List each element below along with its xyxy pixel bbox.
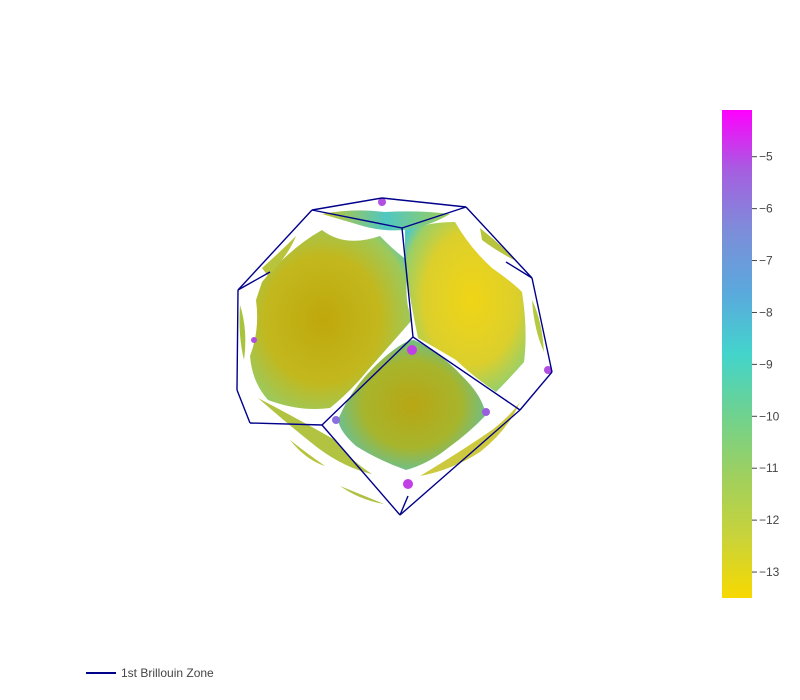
colorbar[interactable]: −5 −6 −7 −8 −9 −10 −11 −12 −13 — [722, 110, 780, 598]
surface-face-left — [250, 230, 412, 409]
legend[interactable]: 1st Brillouin Zone — [86, 666, 214, 680]
bz-edge-15 — [412, 336, 521, 411]
surface-pocket-left-upper — [262, 236, 296, 276]
fermi-surface — [239, 198, 552, 504]
colorbar-tick-label: −13 — [759, 565, 780, 579]
bz-edge-14 — [321, 336, 414, 426]
bz-edge-18 — [399, 495, 409, 516]
surface-spot-lower-right — [482, 408, 490, 416]
colorbar-tick-label: −12 — [759, 513, 780, 527]
surface-spot-bottom — [403, 479, 413, 489]
colorbar-tick-label: −8 — [759, 305, 773, 319]
colorbar-tick-label: −9 — [759, 357, 773, 371]
colorbar-tick-label: −7 — [759, 254, 773, 268]
brillouin-zone-edges — [236, 197, 553, 516]
bz-edge-16 — [237, 271, 271, 291]
bz-edge-3 — [531, 277, 553, 373]
bz-edge-2 — [465, 206, 533, 279]
legend-item[interactable]: 1st Brillouin Zone — [86, 666, 214, 680]
surface-pocket-right-edge — [532, 300, 544, 352]
bz-edge-17 — [505, 261, 533, 279]
legend-label: 1st Brillouin Zone — [121, 666, 214, 680]
bz-edge-1 — [381, 197, 467, 208]
bz-edge-5 — [399, 409, 521, 516]
surface-spot-top — [378, 198, 386, 206]
bz-edge-10 — [237, 209, 313, 291]
colorbar-tick-label: −11 — [759, 461, 779, 475]
surface-pocket-bottom — [340, 486, 384, 504]
colorbar-tick-label: −10 — [759, 409, 780, 423]
surface-spot-lower-left — [332, 416, 340, 424]
surface-spot-center — [407, 345, 417, 355]
bz-edge-8 — [236, 389, 251, 424]
bz-edge-0 — [311, 197, 383, 211]
bz-edge-6 — [321, 424, 401, 516]
bz-edge-4 — [519, 371, 553, 411]
bz-edge-7 — [249, 422, 323, 426]
surface-spot-right — [544, 366, 552, 374]
colorbar-gradient — [722, 110, 752, 598]
surface-face-bottom — [338, 340, 486, 470]
bz-edge-9 — [236, 289, 239, 391]
bz-edge-13 — [401, 227, 414, 338]
surface-sheet-lower-left — [258, 398, 372, 474]
bz-edge-12 — [401, 206, 467, 229]
surface-spot-left — [251, 337, 257, 343]
surface-pocket-left-edge — [239, 305, 246, 360]
colorbar-tick-label: −5 — [759, 150, 773, 164]
surface-face-right — [405, 222, 526, 392]
colorbar-tick-label: −6 — [759, 202, 773, 216]
bz-edge-11 — [311, 209, 403, 229]
surface-face-top — [322, 210, 450, 231]
